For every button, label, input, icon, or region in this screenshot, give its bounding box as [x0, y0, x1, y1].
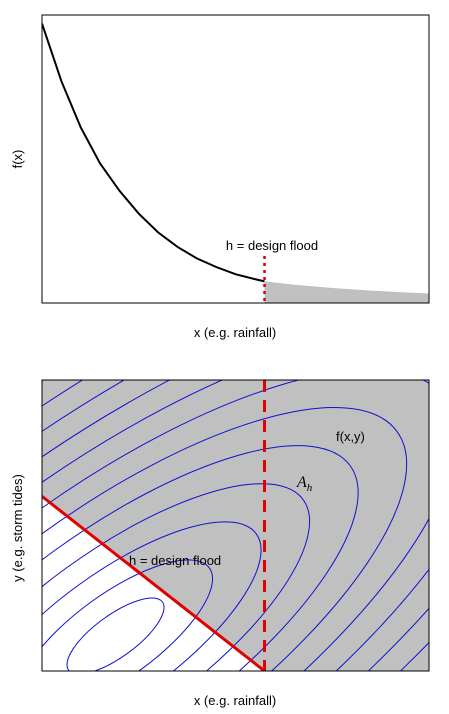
exceedance-tail-area	[264, 281, 429, 303]
region-label: Ah	[296, 474, 313, 494]
contour-line	[42, 559, 214, 671]
design-flood-label: h = design flood	[226, 238, 318, 253]
design-flood-label: h = design flood	[129, 553, 221, 568]
region-label-subscript: h	[307, 482, 313, 494]
exceedance-region-A-h	[42, 380, 429, 671]
design-boundary-line	[42, 495, 266, 671]
density-label: f(x,y)	[336, 429, 365, 444]
plot-frame	[41, 14, 430, 304]
y-axis-label: f(x)	[10, 150, 25, 169]
plot-frame	[41, 379, 430, 672]
x-axis-label: x (e.g. rainfall)	[194, 325, 276, 340]
contour-line	[42, 521, 262, 671]
region-label-main: A	[296, 474, 307, 491]
x-axis-label: x (e.g. rainfall)	[194, 693, 276, 708]
contour-line	[42, 407, 408, 671]
contour-line	[66, 597, 165, 671]
top-chart: h = design flood x (e.g. rainfall) f(x)	[10, 14, 430, 340]
contour-line	[42, 483, 311, 671]
contour-line	[42, 445, 359, 671]
pdf-curve	[42, 23, 265, 283]
y-axis-label: y (e.g. storm tides)	[10, 474, 25, 582]
